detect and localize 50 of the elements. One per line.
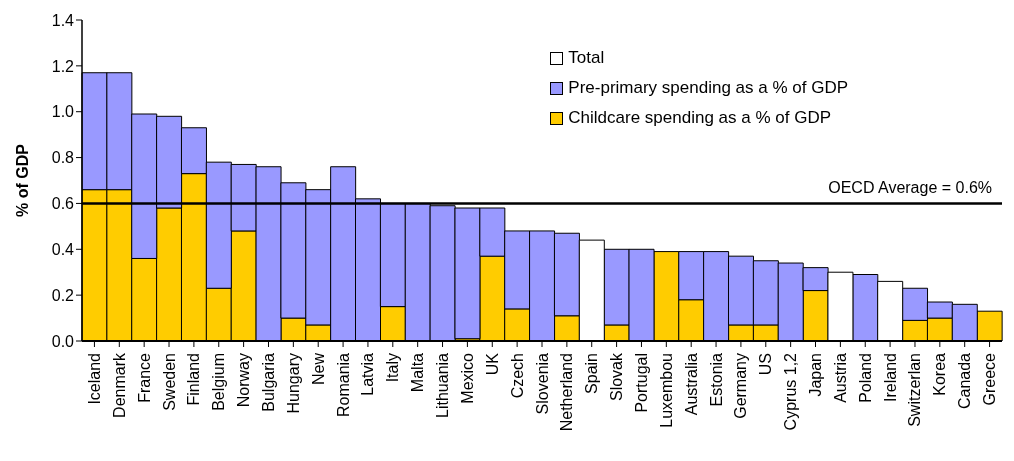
x-tick-label: Austria — [831, 352, 849, 403]
x-tick-label: Hungary — [284, 353, 302, 414]
x-tick-label: Italy — [384, 353, 402, 383]
x-tick-label: Spain — [583, 353, 601, 394]
x-tick-label: Poland — [856, 353, 874, 403]
y-tick-label: 1.0 — [51, 103, 75, 121]
y-tick-label: 0.6 — [51, 195, 75, 213]
x-tick-label: New — [309, 352, 327, 386]
x-tick-label: Finland — [185, 353, 203, 406]
x-tick-label: Cyprus 1,2 — [782, 352, 800, 431]
x-tick-label: Germany — [732, 353, 750, 419]
y-axis-title: % of GDP — [13, 143, 31, 217]
x-tick-label: Lithuania — [434, 352, 452, 418]
x-tick-label: Slovenia — [533, 352, 551, 415]
x-tick-label: Bulgaria — [259, 352, 277, 412]
legend-label: Pre-primary spending as a % of GDP — [568, 78, 848, 98]
x-tick-label: Estonia — [707, 352, 725, 407]
x-tick-label: Latvia — [359, 352, 377, 396]
legend-label: Childcare spending as a % of GDP — [568, 108, 832, 128]
ref-line-label: OECD Average = 0.6% — [828, 179, 992, 197]
x-tick-label: Slovak — [608, 352, 626, 402]
y-tick-label: 1.4 — [51, 11, 75, 29]
x-tick-label: Malta — [409, 352, 427, 393]
x-tick-label: Norway — [235, 353, 253, 408]
y-tick-label: 1.2 — [51, 57, 75, 75]
x-tick-label: Australia — [682, 352, 700, 416]
x-tick-label: Iceland — [85, 353, 103, 405]
y-tick-label: 0.8 — [51, 149, 75, 167]
x-tick-label: Greece — [981, 352, 999, 406]
x-tick-label: Sweden — [160, 353, 178, 411]
x-tick-label: Portugal — [632, 353, 650, 413]
legend-label: Total — [568, 48, 605, 68]
y-tick-label: 0.2 — [51, 286, 75, 304]
x-tick-label: Japan — [807, 353, 825, 397]
x-tick-label: UK — [483, 352, 501, 376]
y-tick-label: 0.0 — [51, 332, 75, 350]
x-tick-label: Mexico — [458, 352, 476, 404]
x-tick-label: Luxembou — [657, 353, 675, 428]
x-tick-label: Ireland — [881, 353, 899, 402]
x-tick-label: Korea — [931, 352, 949, 396]
x-tick-label: Netherland — [558, 353, 576, 432]
x-tick-label: Romania — [334, 352, 352, 418]
x-tick-label: US — [757, 353, 775, 376]
x-tick-label: France — [135, 352, 153, 403]
x-tick-label: Belgium — [210, 353, 228, 411]
y-tick-label: 0.4 — [51, 240, 75, 258]
x-tick-label: Switzerlan — [906, 353, 924, 427]
x-tick-label: Denmark — [110, 352, 128, 418]
x-tick-label: Canada — [956, 352, 974, 410]
x-tick-label: Czech — [508, 353, 526, 399]
